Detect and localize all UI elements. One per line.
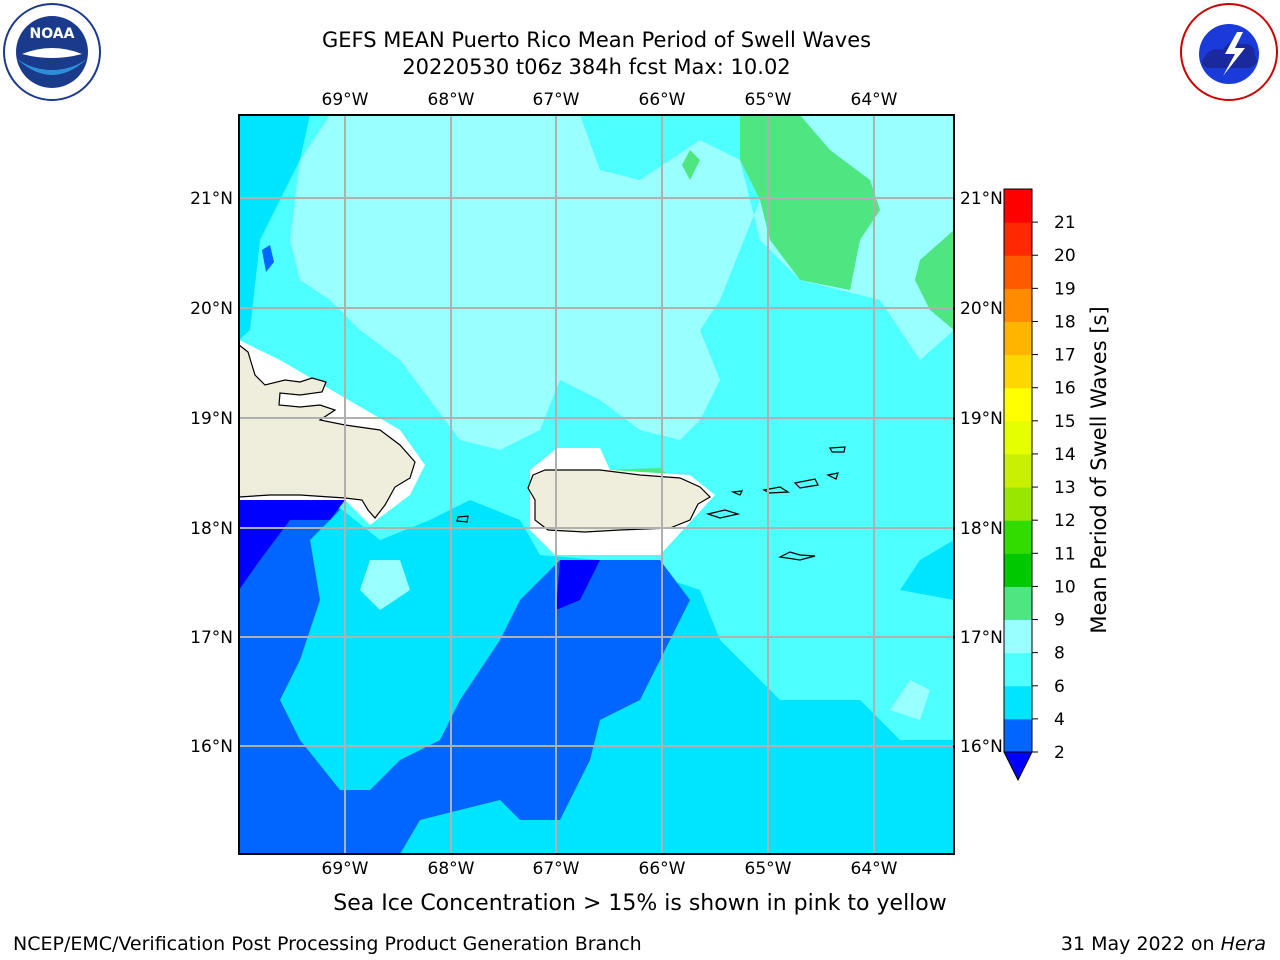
lat-label: 19°N — [190, 409, 233, 429]
field-8-9s-patch — [360, 560, 410, 610]
colorbar-swatch — [1004, 520, 1032, 554]
colorbar-swatch — [1004, 288, 1032, 322]
grid-lines — [239, 115, 954, 854]
colorbar-tick-label: 12 — [1054, 511, 1076, 531]
noaa-logo-text: NOAA — [30, 26, 75, 42]
lat-label: 20°N — [960, 299, 1003, 319]
colorbar-swatch — [1004, 387, 1032, 422]
credit-text: NCEP/EMC/Verification Post Processing Pr… — [13, 933, 642, 955]
colorbar-label: Mean Period of Swell Waves [s] — [1087, 306, 1111, 633]
lon-label: 68°W — [428, 90, 475, 110]
colorbar: 2 4 6 8 9 10 11 12 13 14 15 16 17 18 19 20 21 — [1003, 188, 1076, 782]
lat-label: 16°N — [190, 737, 233, 757]
lon-label: 65°W — [745, 859, 792, 879]
lon-labels-bottom: 69°W 68°W 67°W 66°W 65°W 64°W — [322, 859, 898, 879]
colorbar-tick-label: 21 — [1054, 213, 1076, 233]
lon-labels-top: 69°W 68°W 67°W 66°W 65°W 64°W — [322, 90, 898, 110]
lon-label: 64°W — [851, 90, 898, 110]
colorbar-tick-label: 9 — [1054, 611, 1065, 631]
lon-label: 68°W — [428, 859, 475, 879]
virgin-gorda — [826, 472, 839, 480]
contour-field — [239, 115, 954, 854]
colorbar-frame — [1003, 188, 1033, 753]
sea-ice-note: Sea Ice Concentration > 15% is shown in … — [333, 891, 947, 916]
lat-label: 19°N — [960, 409, 1003, 429]
tortola — [793, 478, 819, 489]
colorbar-tick-label: 8 — [1054, 644, 1065, 664]
lat-labels-right: 21°N 20°N 19°N 18°N 17°N 16°N — [960, 189, 1003, 757]
colorbar-tick-label: 10 — [1054, 577, 1076, 597]
anegada — [829, 446, 846, 453]
field-under-2s-west — [239, 500, 345, 590]
hispaniola-land — [239, 344, 416, 519]
lon-label: 69°W — [322, 90, 369, 110]
lat-label: 18°N — [190, 519, 233, 539]
colorbar-tick-label: 16 — [1054, 379, 1076, 399]
lon-label: 65°W — [745, 90, 792, 110]
field-2-4s-nw-patch — [262, 245, 274, 272]
lat-label: 20°N — [190, 299, 233, 319]
field-4-6s-west-strip — [239, 115, 310, 340]
lat-label: 21°N — [190, 189, 233, 209]
lon-label: 67°W — [533, 90, 580, 110]
lon-label: 66°W — [639, 90, 686, 110]
chart-title: GEFS MEAN Puerto Rico Mean Period of Swe… — [321, 28, 872, 52]
colorbar-swatch — [1004, 718, 1032, 753]
culebra — [730, 490, 744, 496]
nws-logo — [1179, 2, 1279, 102]
colorbar-tick-label: 2 — [1054, 743, 1065, 763]
colorbar-tick-label: 6 — [1054, 677, 1065, 697]
colorbar-swatch — [1004, 255, 1032, 289]
noaa-logo: NOAA — [2, 2, 102, 102]
lon-label: 69°W — [322, 859, 369, 879]
colorbar-swatch — [1004, 354, 1032, 389]
colorbar-tick-label: 4 — [1054, 710, 1065, 730]
colorbar-swatch — [1004, 487, 1032, 521]
colorbar-swatch — [1004, 586, 1032, 621]
st-croix — [778, 551, 816, 561]
lat-label: 17°N — [960, 628, 1003, 648]
field-9-10s-patch — [682, 150, 700, 180]
map-frame — [238, 114, 955, 855]
colorbar-swatch — [1004, 420, 1032, 455]
field-9-10s-ne — [740, 115, 880, 290]
colorbar-swatch — [1004, 222, 1032, 256]
chart-subtitle: 20220530 t06z 384h fcst Max: 10.02 — [402, 55, 791, 79]
lat-label: 16°N — [960, 737, 1003, 757]
colorbar-tick-label: 19 — [1054, 279, 1076, 299]
field-4-6s-east-patch — [900, 540, 954, 600]
colorbar-swatch — [1004, 189, 1032, 223]
colorbar-swatch — [1004, 453, 1032, 488]
colorbar-tick-label: 20 — [1054, 246, 1076, 266]
field-9-10s-east — [915, 230, 954, 330]
colorbar-swatch — [1004, 321, 1032, 356]
lat-label: 21°N — [960, 189, 1003, 209]
colorbar-swatch — [1004, 553, 1032, 587]
puerto-rico-land — [527, 469, 711, 533]
colorbar-tick-label: 11 — [1054, 544, 1076, 564]
lon-label: 67°W — [533, 859, 580, 879]
colorbar-swatch — [1004, 619, 1032, 654]
date-text: 31 May 2022 on — [1060, 933, 1221, 955]
vieques — [705, 509, 741, 519]
colorbar-tick-label: 15 — [1054, 412, 1076, 432]
lat-label: 18°N — [960, 519, 1003, 539]
lat-label: 17°N — [190, 628, 233, 648]
field-under-2s-south-pr — [556, 560, 600, 610]
lon-label: 64°W — [851, 859, 898, 879]
colorbar-extend-triangle — [1003, 751, 1033, 782]
colorbar-tick-label: 13 — [1054, 478, 1076, 498]
lon-label: 66°W — [639, 859, 686, 879]
lat-labels-left: 21°N 20°N 19°N 18°N 17°N 16°N — [190, 189, 233, 757]
host-name: Hera — [1220, 933, 1266, 955]
colorbar-swatch — [1004, 685, 1032, 720]
field-8-9s-patch-se — [890, 680, 930, 720]
colorbar-tick-label: 17 — [1054, 346, 1076, 366]
date-stamp: 31 May 2022 on Hera — [1061, 933, 1266, 955]
colorbar-tick-label: 14 — [1054, 445, 1076, 465]
colorbar-tick-label: 18 — [1054, 312, 1076, 332]
colorbar-swatch — [1004, 652, 1032, 687]
mona-island — [456, 515, 469, 523]
